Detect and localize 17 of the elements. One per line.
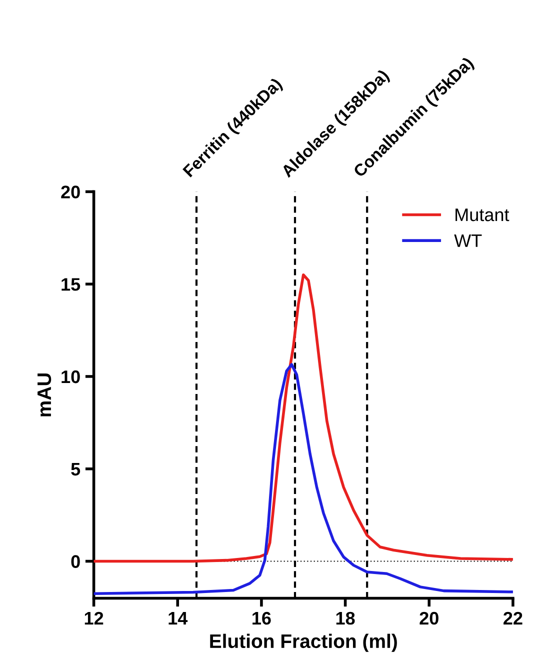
x-tick-label: 12 [84,612,104,624]
x-tick-label: 18 [336,612,355,625]
y-tick-label: 15 [62,278,80,291]
x-tick-label: 22 [504,612,522,624]
y-tick-label: 20 [61,186,80,198]
x-tick-label: 16 [252,612,271,625]
y-tick-label: 10 [62,370,80,384]
line-series [94,363,513,595]
line-series [94,273,513,563]
y-tick-label: 0 [71,555,80,568]
legend-label: Mutant [456,208,510,222]
y-tick-label: 5 [71,462,80,476]
x-axis-title: Elution Fraction (ml) [210,634,397,652]
x-tick-label: 20 [420,612,438,625]
legend-label: WT [454,234,482,247]
x-tick-label: 14 [168,612,188,624]
y-axis-title: mAU [38,373,52,416]
